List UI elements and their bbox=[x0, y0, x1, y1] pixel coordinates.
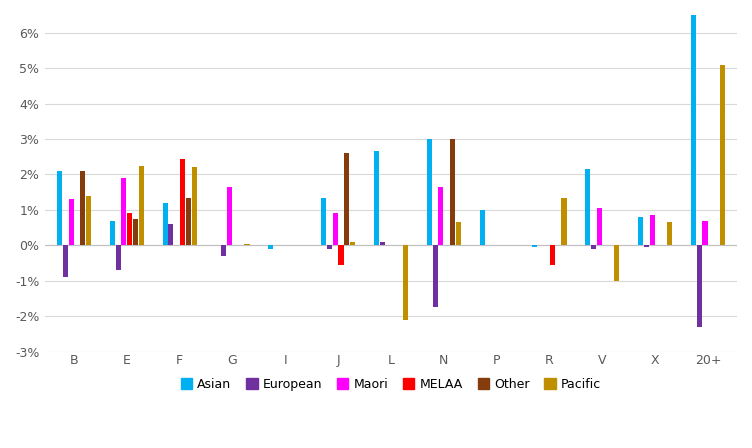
Bar bbox=[116, 246, 120, 270]
Bar bbox=[268, 246, 273, 249]
Bar bbox=[121, 178, 126, 246]
Bar bbox=[332, 213, 338, 246]
Bar bbox=[127, 213, 132, 246]
Bar bbox=[650, 215, 655, 246]
Bar bbox=[450, 139, 455, 246]
Bar bbox=[432, 246, 438, 307]
Bar bbox=[180, 159, 185, 246]
Bar bbox=[221, 246, 226, 256]
Bar bbox=[667, 222, 672, 246]
Bar bbox=[480, 210, 484, 246]
Bar bbox=[374, 151, 379, 246]
Bar bbox=[186, 198, 191, 246]
Bar bbox=[638, 217, 643, 246]
Bar bbox=[168, 224, 174, 246]
Bar bbox=[227, 187, 232, 246]
Bar bbox=[585, 169, 590, 246]
Bar bbox=[192, 168, 197, 246]
Bar bbox=[344, 153, 350, 246]
Bar bbox=[321, 198, 326, 246]
Bar bbox=[110, 220, 115, 246]
Bar bbox=[338, 246, 344, 265]
Bar bbox=[133, 219, 138, 246]
Bar bbox=[80, 171, 85, 246]
Bar bbox=[696, 246, 702, 327]
Bar bbox=[57, 171, 62, 246]
Bar bbox=[614, 246, 620, 281]
Bar bbox=[86, 196, 91, 246]
Bar bbox=[532, 246, 538, 247]
Bar bbox=[644, 246, 649, 247]
Bar bbox=[702, 220, 708, 246]
Bar bbox=[68, 199, 74, 246]
Bar bbox=[327, 246, 332, 249]
Bar bbox=[139, 166, 144, 246]
Bar bbox=[438, 187, 444, 246]
Bar bbox=[162, 203, 168, 246]
Bar bbox=[403, 246, 408, 320]
Bar bbox=[591, 246, 596, 249]
Bar bbox=[426, 139, 432, 246]
Bar bbox=[350, 242, 355, 246]
Legend: Asian, European, Maori, MELAA, Other, Pacific: Asian, European, Maori, MELAA, Other, Pa… bbox=[176, 373, 606, 396]
Bar bbox=[244, 244, 250, 246]
Bar bbox=[691, 15, 696, 246]
Bar bbox=[720, 65, 725, 246]
Bar bbox=[562, 198, 566, 246]
Bar bbox=[550, 246, 555, 265]
Bar bbox=[456, 222, 461, 246]
Bar bbox=[380, 242, 385, 246]
Bar bbox=[597, 208, 602, 246]
Bar bbox=[62, 246, 68, 277]
